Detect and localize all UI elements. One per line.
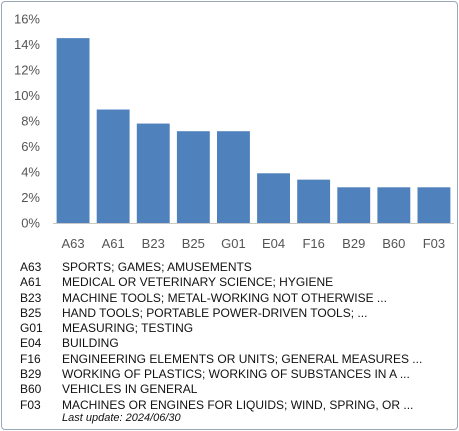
y-tick-label: 14% <box>14 37 40 52</box>
y-tick-label: 8% <box>21 114 40 129</box>
legend-description: MEASURING; TESTING <box>62 321 194 336</box>
legend-row: F16 ENGINEERING ELEMENTS OR UNITS; GENERA… <box>20 352 456 367</box>
legend-code: A61 <box>20 275 42 290</box>
legend-code: B23 <box>20 290 42 305</box>
legend-row: B29 WORKING OF PLASTICS; WORKING OF SUBST… <box>20 367 456 382</box>
legend-description: MACHINES OR ENGINES FOR LIQUIDS; WIND, S… <box>62 397 414 412</box>
legend-row: B23 MACHINE TOOLS; METAL-WORKING NOT OTHE… <box>20 291 456 306</box>
bar-a63 <box>56 38 90 223</box>
y-tick-label: 12% <box>14 63 40 78</box>
bar-b23 <box>136 123 170 223</box>
legend-code: E04 <box>20 336 42 351</box>
bar-a61 <box>96 109 130 223</box>
legend-description: BUILDING <box>62 336 119 351</box>
last-update-note: Last update: 2024/06/30 <box>62 412 181 424</box>
y-tick-label: 4% <box>21 165 40 180</box>
y-tick-label: 0% <box>21 216 40 231</box>
legend-description: ENGINEERING ELEMENTS OR UNITS; GENERAL M… <box>62 351 423 366</box>
y-axis-ticks: 0% 2% 4% 6% 8% 10% 12% 14% 16% <box>14 12 40 231</box>
legend-row: G01 MEASURING; TESTING <box>20 321 456 336</box>
x-tick-label: B29 <box>342 236 365 251</box>
y-tick-label: 10% <box>14 88 40 103</box>
legend-row: B25 HAND TOOLS; PORTABLE POWER-DRIVEN TOO… <box>20 306 456 321</box>
bar-chart: 0% 2% 4% 6% 8% 10% 12% 14% 16% A63 A61 B23 B25 G01 E0… <box>14 12 454 251</box>
bar-b25 <box>176 131 210 223</box>
legend-description: HAND TOOLS; PORTABLE POWER-DRIVEN TOOLS;… <box>62 305 368 320</box>
legend-code: F03 <box>20 397 41 412</box>
legend-code: B25 <box>20 305 42 320</box>
x-tick-label: A63 <box>61 236 84 251</box>
legend-code: A63 <box>20 260 42 274</box>
x-tick-label: G01 <box>221 236 246 251</box>
legend-description: MACHINE TOOLS; METAL-WORKING NOT OTHERWI… <box>62 290 387 305</box>
legend-row: F03 MACHINES OR ENGINES FOR LIQUIDS; WIND… <box>20 398 456 413</box>
legend-row: B60 VEHICLES IN GENERAL <box>20 382 456 397</box>
y-tick-label: 16% <box>14 12 40 27</box>
bar-f16 <box>297 179 331 223</box>
legend-code: G01 <box>20 321 43 336</box>
y-tick-label: 6% <box>21 139 40 154</box>
x-tick-label: F03 <box>423 236 445 251</box>
legend-row: A61 MEDICAL OR VETERINARY SCIENCE; HYGIEN… <box>20 275 456 290</box>
x-tick-label: B25 <box>182 236 205 251</box>
bar-b29 <box>337 187 371 223</box>
legend-code: B60 <box>20 382 42 397</box>
bar-f03 <box>417 187 451 223</box>
bars <box>56 38 451 223</box>
legend-code: B29 <box>20 367 42 382</box>
legend-code: F16 <box>20 351 41 366</box>
legend-row: E04 BUILDING <box>20 336 456 351</box>
bar-b60 <box>377 187 411 223</box>
x-tick-label: B60 <box>382 236 405 251</box>
legend-description: WORKING OF PLASTICS; WORKING OF SUBSTANC… <box>62 367 410 382</box>
legend-description: SPORTS; GAMES; AMUSEMENTS <box>62 260 252 274</box>
bar-g01 <box>217 131 250 223</box>
y-tick-label: 2% <box>21 190 40 205</box>
legend-description: MEDICAL OR VETERINARY SCIENCE; HYGIENE <box>62 275 334 290</box>
legend-row: A63 SPORTS; GAMES; AMUSEMENTS <box>20 260 456 275</box>
x-tick-label: A61 <box>102 236 125 251</box>
x-axis-labels: A63 A61 B23 B25 G01 E04 F16 B29 B60 F03 <box>61 236 445 251</box>
legend-description: VEHICLES IN GENERAL <box>62 382 198 397</box>
x-tick-label: E04 <box>262 236 285 251</box>
bar-e04 <box>257 173 290 223</box>
category-legend: A63 SPORTS; GAMES; AMUSEMENTS A61 MEDICAL O… <box>20 260 456 413</box>
x-tick-label: F16 <box>302 236 324 251</box>
x-tick-label: B23 <box>142 236 165 251</box>
